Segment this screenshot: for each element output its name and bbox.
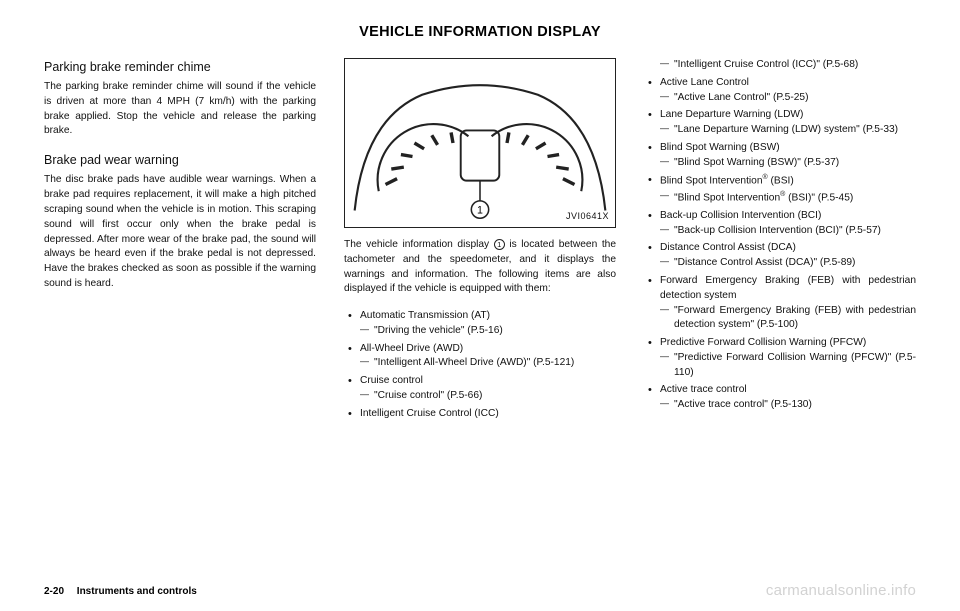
dash-item: "Forward Emergency Braking (FEB) with pe…	[660, 304, 916, 334]
callout-number: 1	[477, 204, 483, 216]
subheading-brake-pad: Brake pad wear warning	[44, 151, 316, 169]
page-number: 2-20	[44, 586, 64, 597]
subheading-parking-brake: Parking brake reminder chime	[44, 58, 316, 76]
list-item: Predictive Forward Collision Warning (PF…	[644, 336, 916, 380]
page-header: VEHICLE INFORMATION DISPLAY	[44, 24, 916, 40]
item-label: Distance Control Assist (DCA)	[660, 242, 796, 253]
item-label: Active trace control	[660, 384, 747, 395]
dash-item: "Blind Spot Warning (BSW)" (P.5-37)	[660, 156, 916, 171]
dash-item: "Distance Control Assist (DCA)" (P.5-89)	[660, 256, 916, 271]
para-brake-pad: The disc brake pads have audible wear wa…	[44, 173, 316, 291]
feature-list-col2: Automatic Transmission (AT) "Driving the…	[344, 309, 616, 421]
figure-dashboard: 1 JVI0641X	[344, 58, 616, 228]
manual-page: VEHICLE INFORMATION DISPLAY Parking brak…	[0, 0, 960, 611]
para-parking-brake: The parking brake reminder chime will so…	[44, 80, 316, 139]
dash-item: "Driving the vehicle" (P.5-16)	[360, 324, 616, 339]
para-display-intro: The vehicle information display 1 is loc…	[344, 238, 616, 297]
item-label: All-Wheel Drive (AWD)	[360, 343, 463, 354]
list-item: Automatic Transmission (AT) "Driving the…	[344, 309, 616, 339]
item-label: Automatic Transmission (AT)	[360, 310, 490, 321]
dashboard-illustration: 1	[345, 59, 615, 227]
list-item: Distance Control Assist (DCA) "Distance …	[644, 241, 916, 271]
dash-item: "Lane Departure Warning (LDW) system" (P…	[660, 123, 916, 138]
list-item: Active trace control "Active trace contr…	[644, 383, 916, 413]
watermark: carmanualsonline.info	[766, 582, 916, 599]
dash-item: "Blind Spot Intervention® (BSI)" (P.5-45…	[660, 190, 916, 206]
dash-item: "Active trace control" (P.5-130)	[660, 398, 916, 413]
dash-item: "Active Lane Control" (P.5-25)	[660, 91, 916, 106]
list-item: All-Wheel Drive (AWD) "Intelligent All-W…	[344, 342, 616, 372]
list-item: Active Lane Control "Active Lane Control…	[644, 76, 916, 106]
dash-text-b: (BSI)" (P.5-45)	[785, 192, 853, 203]
intro-text-a: The vehicle information display	[344, 239, 494, 250]
column-1: Parking brake reminder chime The parking…	[44, 58, 316, 425]
item-label: Forward Emergency Braking (FEB) with ped…	[660, 275, 916, 301]
item-label: Intelligent Cruise Control (ICC)	[360, 408, 499, 419]
column-2: 1 JVI0641X The vehicle information displ…	[344, 58, 616, 425]
item-label-b: (BSI)	[768, 176, 794, 187]
section-title: Instruments and controls	[77, 586, 197, 597]
columns: Parking brake reminder chime The parking…	[44, 58, 916, 425]
list-item: Blind Spot Warning (BSW) "Blind Spot War…	[644, 141, 916, 171]
item-label: Lane Departure Warning (LDW)	[660, 109, 803, 120]
list-item: Intelligent Cruise Control (ICC)	[344, 407, 616, 422]
figure-label: JVI0641X	[566, 210, 609, 223]
column-3: "Intelligent Cruise Control (ICC)" (P.5-…	[644, 58, 916, 425]
dash-item: "Cruise control" (P.5-66)	[360, 389, 616, 404]
list-item: Blind Spot Intervention® (BSI) "Blind Sp…	[644, 173, 916, 205]
dash-item: "Intelligent All-Wheel Drive (AWD)" (P.5…	[360, 356, 616, 371]
dash-item-icc-continued: "Intelligent Cruise Control (ICC)" (P.5-…	[660, 58, 916, 73]
inline-callout-1: 1	[494, 239, 505, 250]
page-footer: 2-20 Instruments and controls	[44, 586, 197, 597]
list-item: Cruise control "Cruise control" (P.5-66)	[344, 374, 616, 404]
list-item: Back-up Collision Intervention (BCI) "Ba…	[644, 209, 916, 239]
dash-item: "Back-up Collision Intervention (BCI)" (…	[660, 224, 916, 239]
feature-list-col3: Active Lane Control "Active Lane Control…	[644, 76, 916, 413]
dash-text-a: "Blind Spot Intervention	[674, 192, 780, 203]
item-label: Active Lane Control	[660, 77, 749, 88]
item-label: Predictive Forward Collision Warning (PF…	[660, 337, 866, 348]
item-label: Back-up Collision Intervention (BCI)	[660, 210, 821, 221]
dash-item: "Predictive Forward Collision Warning (P…	[660, 351, 916, 381]
item-label: Blind Spot Warning (BSW)	[660, 142, 780, 153]
list-item: Lane Departure Warning (LDW) "Lane Depar…	[644, 108, 916, 138]
item-label: Cruise control	[360, 375, 423, 386]
item-label-a: Blind Spot Intervention	[660, 176, 763, 187]
list-item: Forward Emergency Braking (FEB) with ped…	[644, 274, 916, 333]
